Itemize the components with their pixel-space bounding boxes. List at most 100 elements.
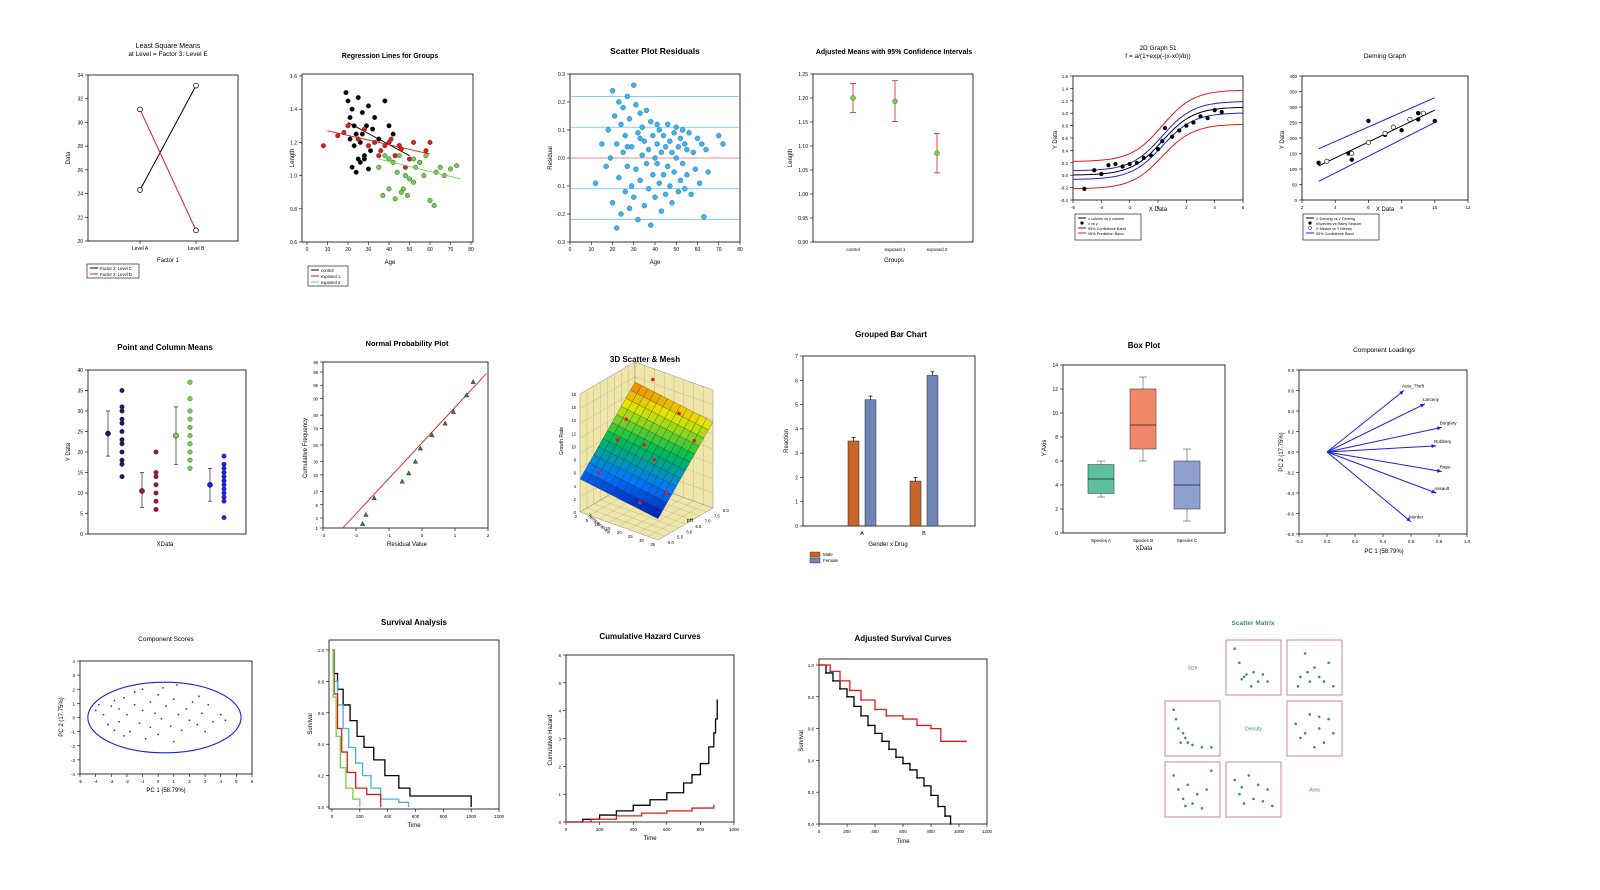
y-tick-label: 250 (1289, 121, 1297, 126)
data-point (1245, 673, 1248, 676)
x-tick-label: 1 (173, 779, 176, 784)
arrow-head (1399, 390, 1404, 395)
z-tick-label: 4 (574, 484, 577, 489)
data-point (431, 202, 437, 208)
x-tick-label: 10 (1432, 205, 1438, 210)
y-tick-label: -0.2 (1286, 471, 1294, 476)
y-tick-label: 6 (1055, 459, 1058, 465)
data-point (592, 180, 599, 186)
x-axis-label: Groups (884, 258, 904, 264)
loading-arrow (1326, 451, 1442, 472)
data-point (1170, 134, 1175, 139)
data-point (470, 379, 476, 384)
y-tick-label: 35 (650, 542, 655, 547)
data-point (1205, 788, 1208, 791)
data-point (626, 205, 633, 212)
data-point (399, 478, 405, 484)
data-point (1416, 111, 1421, 116)
y-tick-label: 50 (1292, 183, 1298, 188)
y-tick-label: 1.20 (798, 96, 808, 102)
data-point (378, 148, 384, 154)
x-tick-label: -3 (321, 533, 325, 538)
y-tick-label: -0.8 (1286, 532, 1294, 537)
arrow-head (1436, 426, 1442, 431)
data-point (119, 420, 125, 426)
x-tick-label: 1000 (954, 829, 965, 834)
data-point (1191, 743, 1194, 747)
data-point (172, 698, 175, 701)
legend-marker (1308, 226, 1312, 230)
data-point (1317, 715, 1321, 719)
data-point (641, 138, 648, 144)
y-tick-label: 0.0 (558, 156, 565, 162)
mean-point (173, 432, 179, 439)
x-tick-label: 2 (188, 779, 191, 784)
data-point (187, 441, 193, 447)
chart-scatter-residuals: Scatter Plot Residuals Age Residual -0.3 -0.… (548, 46, 743, 266)
y-tick-label: 2 (72, 687, 75, 692)
x-axis-label: Age (385, 260, 396, 266)
data-point (94, 709, 97, 712)
data-point (618, 121, 624, 128)
x-tick-label: 400 (384, 814, 392, 819)
data-point (675, 188, 682, 195)
chart-adjusted-survival: Adjusted Survival CurvesTimeSurvival0.00… (799, 634, 993, 845)
data-point (423, 153, 429, 159)
y-tick-label: 0.2 (808, 790, 815, 795)
data-point (1240, 677, 1244, 681)
data-point (1256, 783, 1260, 787)
x-tick-label: A (860, 531, 864, 537)
grid-line (579, 391, 636, 424)
x-axis-label: X Data (1376, 207, 1395, 213)
x-tick-label: 800 (440, 814, 448, 819)
data-point (176, 684, 178, 686)
x-tick-label: 7.0 (705, 519, 711, 524)
data-point (448, 166, 454, 172)
data-point (402, 173, 408, 179)
data-point (390, 131, 396, 137)
y-tick-label: 24 (77, 192, 83, 198)
x-tick-label: 0 (421, 533, 424, 538)
data-point (669, 149, 675, 156)
data-point (394, 169, 400, 175)
data-point (1148, 153, 1154, 158)
data-point (161, 686, 164, 689)
y-tick-label: 350 (1289, 90, 1297, 95)
x-tick-label: Level A (132, 246, 149, 252)
x-axis-label: XData (157, 542, 174, 548)
censor-mark (930, 794, 932, 797)
data-point (622, 188, 628, 195)
data-point (677, 177, 684, 184)
chart-title: Least Square Means (136, 43, 201, 50)
mean-point (1365, 140, 1371, 146)
y-tick-label: 2 (795, 475, 798, 481)
y-axis-label: Y Data (1053, 130, 1059, 149)
data-point (1106, 163, 1111, 168)
data-point (701, 214, 707, 220)
data-point (671, 130, 677, 136)
data-point (187, 433, 193, 439)
x-tick-label: 10 (325, 247, 331, 253)
data-point (620, 104, 626, 111)
chart-title: Deming Graph (1364, 53, 1407, 60)
data-point (1113, 161, 1118, 167)
y-tick-label: 3 (558, 737, 561, 742)
x-tick-label: 40 (386, 247, 392, 253)
arrow-head (1431, 489, 1437, 494)
y-tick-label: 0.1 (558, 128, 565, 134)
x-tick-label: exposed 2 (927, 247, 948, 252)
x-tick-label: 1000 (729, 827, 740, 832)
x-tick-label: 4 (1213, 205, 1216, 210)
data-point (224, 719, 227, 722)
x-tick-label: Level B (188, 246, 205, 252)
data-point (654, 160, 660, 167)
y-tick-label: 4 (1055, 483, 1058, 489)
series-line (139, 109, 197, 231)
x-tick-label: -1 (141, 779, 145, 784)
data-point (611, 113, 618, 119)
y-tick-label: 5 (795, 403, 798, 409)
x-tick-label: 0.4 (1380, 539, 1387, 544)
data-point (137, 106, 143, 113)
x-tick-label: 7.5 (714, 513, 720, 518)
